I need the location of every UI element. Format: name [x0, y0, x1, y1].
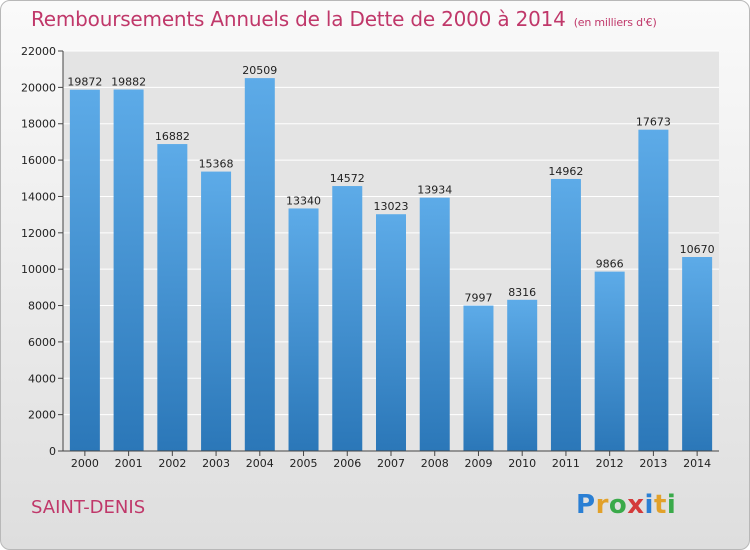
y-tick-label-4000: 4000 [28, 372, 56, 385]
logo-letter: o [608, 490, 628, 520]
logo-letter: i [666, 490, 677, 520]
bar-value-label-2002: 16882 [155, 130, 190, 143]
x-tick-label-2014: 2014 [683, 457, 711, 470]
bar-2009 [463, 305, 494, 451]
bar-2005 [288, 208, 319, 451]
x-tick-label-2011: 2011 [552, 457, 580, 470]
x-tick-label-2010: 2010 [508, 457, 536, 470]
bar-2001 [113, 89, 144, 451]
x-tick-label-2000: 2000 [71, 457, 99, 470]
bar-value-label-2004: 20509 [242, 64, 277, 77]
x-tick-label-2008: 2008 [421, 457, 449, 470]
proxiti-logo[interactable]: Proxiti [576, 490, 676, 520]
bar-value-label-2000: 19872 [67, 76, 102, 89]
y-tick-label-6000: 6000 [28, 336, 56, 349]
x-tick-label-2007: 2007 [377, 457, 405, 470]
y-tick-label-16000: 16000 [21, 154, 56, 167]
logo-letter: r [595, 490, 609, 520]
x-tick-label-2006: 2006 [333, 457, 361, 470]
y-tick-label-14000: 14000 [21, 190, 56, 203]
x-tick-label-2013: 2013 [639, 457, 667, 470]
chart-title-text: Remboursements Annuels de la Dette de 20… [31, 7, 566, 31]
y-tick-label-18000: 18000 [21, 118, 56, 131]
bar-value-label-2010: 8316 [508, 286, 536, 299]
bar-2008 [419, 197, 450, 451]
bar-value-label-2014: 10670 [680, 243, 715, 256]
bar-value-label-2001: 19882 [111, 76, 146, 89]
logo-letter: i [644, 490, 654, 520]
logo-letter: P [576, 490, 596, 520]
x-tick-label-2012: 2012 [596, 457, 624, 470]
bar-2007 [376, 214, 406, 451]
bar-2014 [682, 257, 713, 451]
y-tick-label-22000: 22000 [21, 45, 56, 58]
bar-value-label-2005: 13340 [286, 194, 321, 207]
bar-value-label-2012: 9866 [596, 258, 624, 271]
bar-value-label-2008: 13934 [417, 184, 452, 197]
x-tick-label-2004: 2004 [246, 457, 274, 470]
y-tick-label-12000: 12000 [21, 227, 56, 240]
y-tick-label-2000: 2000 [28, 409, 56, 422]
chart-title: Remboursements Annuels de la Dette de 20… [31, 7, 657, 31]
bar-2010 [507, 299, 538, 451]
x-tick-label-2003: 2003 [202, 457, 230, 470]
y-tick-label-8000: 8000 [28, 300, 56, 313]
y-tick-label-20000: 20000 [21, 81, 56, 94]
y-tick-label-0: 0 [49, 445, 56, 458]
x-tick-label-2005: 2005 [290, 457, 318, 470]
logo-letter: x [627, 490, 645, 520]
bar-value-label-2006: 14572 [330, 172, 365, 185]
bar-2012 [594, 271, 625, 451]
bar-value-label-2009: 7997 [464, 292, 492, 305]
bar-2000 [69, 89, 100, 451]
bar-2006 [332, 186, 363, 451]
bar-value-label-2003: 15368 [199, 158, 234, 171]
bar-2011 [550, 178, 581, 452]
x-tick-label-2009: 2009 [464, 457, 492, 470]
bar-2004 [244, 78, 275, 451]
town-name: SAINT-DENIS [31, 497, 146, 518]
logo-letter: t [653, 490, 667, 520]
bar-2002 [157, 144, 188, 451]
bar-value-label-2007: 13023 [374, 200, 409, 213]
bar-value-label-2011: 14962 [548, 165, 583, 178]
bar-2003 [201, 171, 232, 451]
bar-2013 [638, 129, 669, 451]
x-tick-label-2002: 2002 [158, 457, 186, 470]
y-tick-label-10000: 10000 [21, 263, 56, 276]
chart-subtitle: (en milliers d'€) [573, 16, 657, 29]
bar-value-label-2013: 17673 [636, 116, 671, 129]
x-tick-label-2001: 2001 [115, 457, 143, 470]
